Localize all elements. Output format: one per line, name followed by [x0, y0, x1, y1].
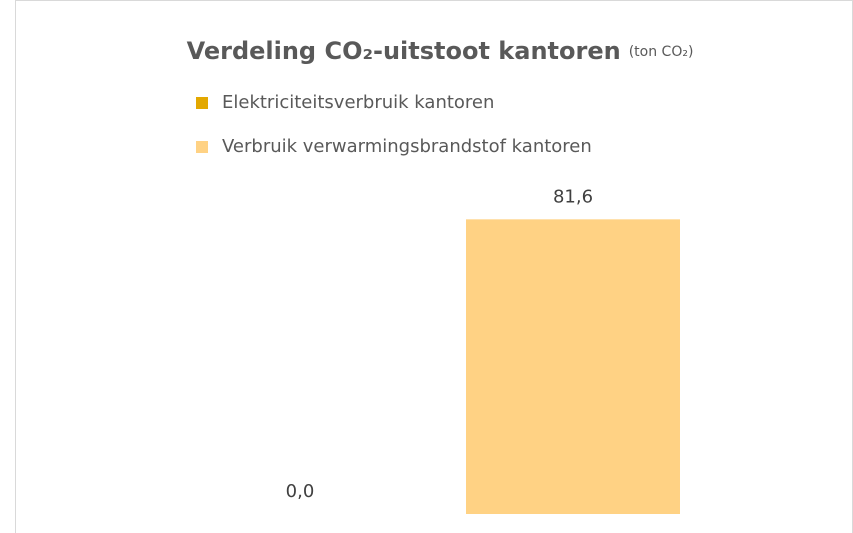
chart-heading: Verdeling CO₂-uitstoot kantoren (ton CO₂) — [187, 37, 694, 65]
chart-title: Verdeling CO₂-uitstoot kantoren — [187, 37, 621, 65]
chart-border — [15, 0, 853, 533]
legend-label: Elektriciteitsverbruik kantoren — [222, 92, 494, 113]
value-label: 81,6 — [553, 186, 593, 207]
legend-label: Verbruik verwarmingsbrandstof kantoren — [222, 136, 592, 157]
bar — [466, 219, 680, 515]
chart-subtitle: (ton CO₂) — [629, 44, 694, 60]
value-label: 0,0 — [286, 481, 315, 502]
legend-swatch — [196, 97, 208, 109]
legend-swatch — [196, 141, 208, 153]
